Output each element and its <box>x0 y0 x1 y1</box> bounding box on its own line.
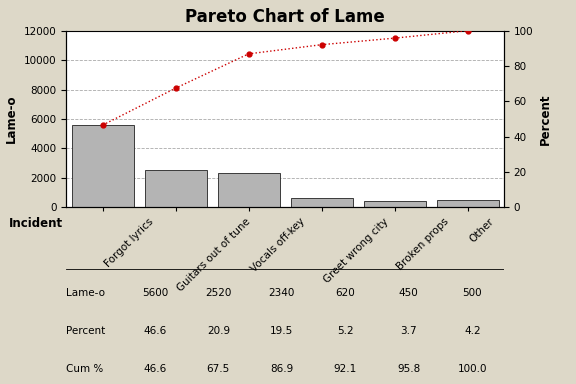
Bar <box>71 125 134 207</box>
Bar <box>145 170 207 207</box>
Text: 46.6: 46.6 <box>143 326 166 336</box>
Bar <box>363 201 426 207</box>
Text: 500: 500 <box>463 288 482 298</box>
Text: 4.2: 4.2 <box>464 326 480 336</box>
Text: Cum %: Cum % <box>66 364 104 374</box>
Y-axis label: Lame-o: Lame-o <box>5 95 18 143</box>
Text: 5.2: 5.2 <box>337 326 354 336</box>
Text: Percent: Percent <box>66 326 105 336</box>
Text: 620: 620 <box>335 288 355 298</box>
Text: 450: 450 <box>399 288 419 298</box>
Text: 46.6: 46.6 <box>143 364 166 374</box>
Text: 3.7: 3.7 <box>400 326 417 336</box>
Bar <box>290 198 353 207</box>
Bar <box>437 200 498 207</box>
Text: Lame-o: Lame-o <box>66 288 105 298</box>
Y-axis label: Percent: Percent <box>539 93 552 145</box>
Text: 95.8: 95.8 <box>397 364 420 374</box>
Title: Pareto Chart of Lame: Pareto Chart of Lame <box>185 8 385 26</box>
Text: Incident: Incident <box>9 217 63 230</box>
Text: 2520: 2520 <box>205 288 232 298</box>
Text: 86.9: 86.9 <box>270 364 293 374</box>
Text: 20.9: 20.9 <box>207 326 230 336</box>
Bar <box>218 173 279 207</box>
Text: 2340: 2340 <box>268 288 295 298</box>
Text: 100.0: 100.0 <box>457 364 487 374</box>
Text: 19.5: 19.5 <box>270 326 293 336</box>
Text: 92.1: 92.1 <box>334 364 357 374</box>
Text: 67.5: 67.5 <box>207 364 230 374</box>
Text: 5600: 5600 <box>142 288 168 298</box>
